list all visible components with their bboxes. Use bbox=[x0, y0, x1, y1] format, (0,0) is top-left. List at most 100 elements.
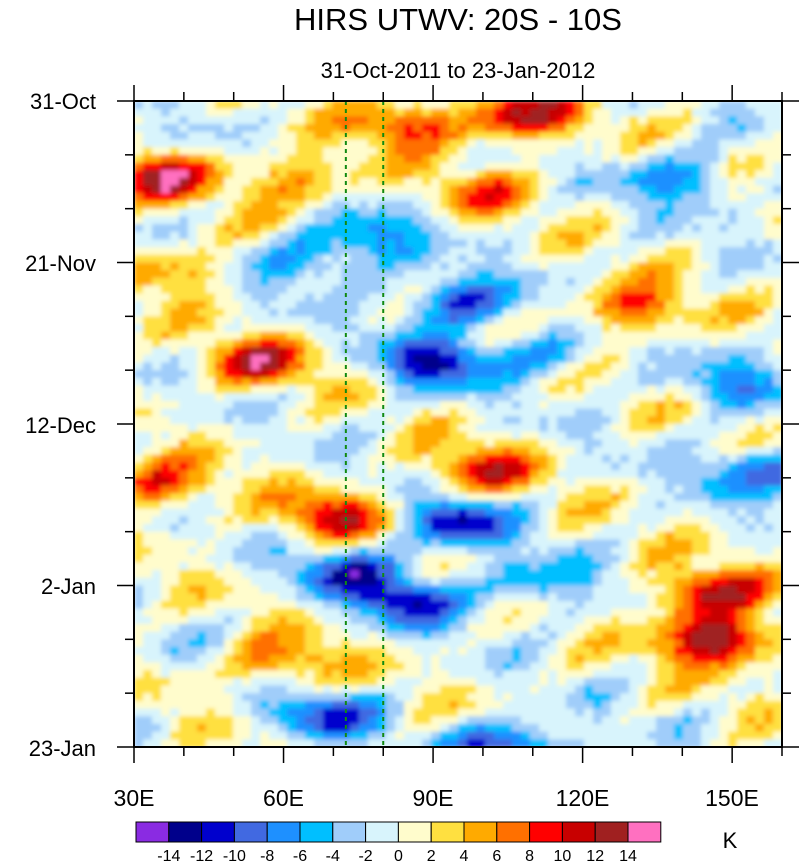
heatmap-cell bbox=[197, 500, 207, 510]
heatmap-cell bbox=[197, 523, 207, 533]
heatmap-cell bbox=[368, 170, 378, 179]
heatmap-cell bbox=[638, 224, 648, 233]
heatmap-cell bbox=[134, 393, 144, 402]
heatmap-cell bbox=[404, 231, 414, 241]
heatmap-cell bbox=[728, 554, 738, 564]
heatmap-cell bbox=[656, 193, 666, 202]
heatmap-cell bbox=[764, 147, 774, 156]
heatmap-cell bbox=[188, 285, 198, 295]
heatmap-cell bbox=[755, 316, 765, 325]
heatmap-cell bbox=[413, 254, 423, 264]
heatmap-cell bbox=[485, 616, 495, 625]
heatmap-cell bbox=[395, 193, 405, 202]
heatmap-cell bbox=[305, 208, 315, 218]
heatmap-cell bbox=[611, 531, 621, 541]
heatmap-cell bbox=[440, 101, 450, 110]
heatmap-cell bbox=[683, 439, 693, 448]
heatmap-cell bbox=[773, 616, 782, 625]
heatmap-cell bbox=[701, 493, 711, 502]
heatmap-cell bbox=[476, 170, 486, 179]
heatmap-cell bbox=[314, 570, 324, 579]
heatmap-cell bbox=[719, 324, 729, 333]
heatmap-cell bbox=[566, 131, 576, 141]
heatmap-cell bbox=[287, 116, 297, 125]
heatmap-cell bbox=[305, 623, 315, 633]
heatmap-cell bbox=[170, 185, 180, 195]
heatmap-cell bbox=[179, 523, 189, 533]
heatmap-cell bbox=[440, 477, 450, 487]
heatmap-cell bbox=[494, 516, 504, 525]
heatmap-cell bbox=[629, 470, 639, 479]
heatmap-cell bbox=[719, 277, 729, 287]
heatmap-cell bbox=[323, 324, 333, 333]
heatmap-cell bbox=[197, 247, 207, 256]
heatmap-cell bbox=[530, 447, 540, 456]
heatmap-cell bbox=[692, 116, 702, 125]
heatmap-cell bbox=[224, 239, 234, 249]
heatmap-cell bbox=[674, 247, 684, 256]
heatmap-cell bbox=[413, 431, 423, 441]
heatmap-cell bbox=[620, 447, 630, 456]
heatmap-cell bbox=[323, 400, 333, 410]
heatmap-cell bbox=[494, 485, 504, 495]
heatmap-cell bbox=[557, 293, 567, 302]
heatmap-cell bbox=[287, 562, 297, 572]
heatmap-cell bbox=[413, 162, 423, 172]
heatmap-cell bbox=[620, 308, 630, 318]
heatmap-cell bbox=[251, 577, 261, 587]
heatmap-cell bbox=[773, 331, 782, 341]
heatmap-cell bbox=[494, 500, 504, 510]
heatmap-cell bbox=[764, 347, 774, 356]
heatmap-cell bbox=[233, 185, 243, 195]
heatmap-cell bbox=[548, 400, 558, 410]
heatmap-cell bbox=[161, 331, 171, 341]
heatmap-cell bbox=[521, 316, 531, 325]
heatmap-cell bbox=[494, 593, 504, 602]
heatmap-cell bbox=[692, 531, 702, 541]
heatmap-cell bbox=[323, 600, 333, 610]
heatmap-cell bbox=[503, 547, 513, 556]
heatmap-cell bbox=[710, 593, 720, 602]
heatmap-cell bbox=[314, 308, 324, 318]
heatmap-cell bbox=[341, 262, 351, 272]
heatmap-cell bbox=[395, 239, 405, 249]
heatmap-cell bbox=[251, 393, 261, 402]
heatmap-cell bbox=[647, 185, 657, 195]
heatmap-cell bbox=[566, 239, 576, 249]
heatmap-cell bbox=[548, 331, 558, 341]
heatmap-cell bbox=[764, 600, 774, 610]
heatmap-cell bbox=[638, 439, 648, 448]
heatmap-cell bbox=[530, 277, 540, 287]
heatmap-cell bbox=[512, 239, 522, 249]
heatmap-cell bbox=[494, 531, 504, 541]
heatmap-cell bbox=[539, 362, 549, 372]
heatmap-cell bbox=[359, 385, 369, 395]
heatmap-cell bbox=[170, 554, 180, 564]
heatmap-cell bbox=[395, 262, 405, 272]
heatmap-cell bbox=[197, 554, 207, 564]
heatmap-cell bbox=[737, 508, 747, 518]
heatmap-cell bbox=[215, 200, 225, 210]
heatmap-cell bbox=[692, 393, 702, 402]
heatmap-cell bbox=[629, 101, 639, 110]
heatmap-cell bbox=[170, 354, 180, 364]
heatmap-cell bbox=[440, 316, 450, 325]
heatmap-cell bbox=[170, 231, 180, 241]
heatmap-cell bbox=[161, 147, 171, 156]
heatmap-cell bbox=[197, 616, 207, 625]
heatmap-cell bbox=[674, 616, 684, 625]
heatmap-cell bbox=[242, 547, 252, 556]
heatmap-cell bbox=[233, 500, 243, 510]
heatmap-cell bbox=[305, 508, 315, 518]
heatmap-cell bbox=[413, 577, 423, 587]
heatmap-cell bbox=[341, 493, 351, 502]
heatmap-cell bbox=[359, 500, 369, 510]
heatmap-cell bbox=[296, 608, 306, 618]
heatmap-cell bbox=[503, 493, 513, 502]
heatmap-cell bbox=[161, 124, 171, 133]
heatmap-cell bbox=[692, 216, 702, 225]
heatmap-cell bbox=[305, 539, 315, 548]
heatmap-cell bbox=[440, 516, 450, 525]
heatmap-cell bbox=[485, 408, 495, 418]
heatmap-cell bbox=[512, 577, 522, 587]
